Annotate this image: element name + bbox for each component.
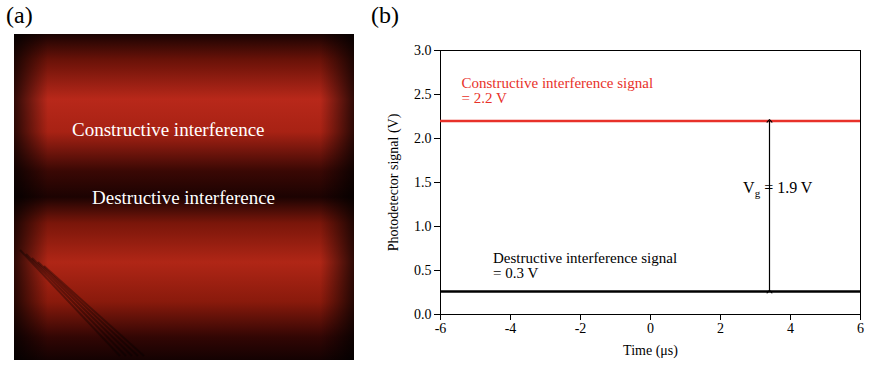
svg-text:3.0: 3.0 bbox=[414, 43, 432, 58]
svg-text:Time (μs): Time (μs) bbox=[623, 343, 678, 359]
svg-text:Destructive interference signa: Destructive interference signal= 0.3 V bbox=[493, 250, 677, 281]
svg-text:4: 4 bbox=[787, 321, 794, 336]
svg-text:2: 2 bbox=[717, 321, 724, 336]
svg-text:-4: -4 bbox=[505, 321, 517, 336]
html-text:(b): (b) bbox=[371, 2, 399, 28]
svg-text:1.0: 1.0 bbox=[414, 219, 432, 234]
svg-text:2.5: 2.5 bbox=[414, 87, 432, 102]
svg-text:0.5: 0.5 bbox=[414, 263, 432, 278]
svg-text:Photodetector signal (V): Photodetector signal (V) bbox=[386, 113, 402, 251]
svg-text:6: 6 bbox=[857, 321, 864, 336]
svg-text:Vg = 1.9 V: Vg = 1.9 V bbox=[743, 179, 813, 199]
html-text:(a): (a) bbox=[6, 2, 33, 28]
svg-text:2.0: 2.0 bbox=[414, 131, 432, 146]
svg-text:0: 0 bbox=[647, 321, 654, 336]
svg-text:Constructive interference: Constructive interference bbox=[72, 119, 265, 140]
svg-text:1.5: 1.5 bbox=[414, 175, 432, 190]
svg-text:-2: -2 bbox=[575, 321, 587, 336]
svg-text:Constructive interference sign: Constructive interference signal= 2.2 V bbox=[462, 75, 654, 106]
svg-text:-6: -6 bbox=[435, 321, 447, 336]
svg-text:0.0: 0.0 bbox=[414, 307, 432, 322]
svg-text:Destructive interference: Destructive interference bbox=[92, 187, 275, 208]
